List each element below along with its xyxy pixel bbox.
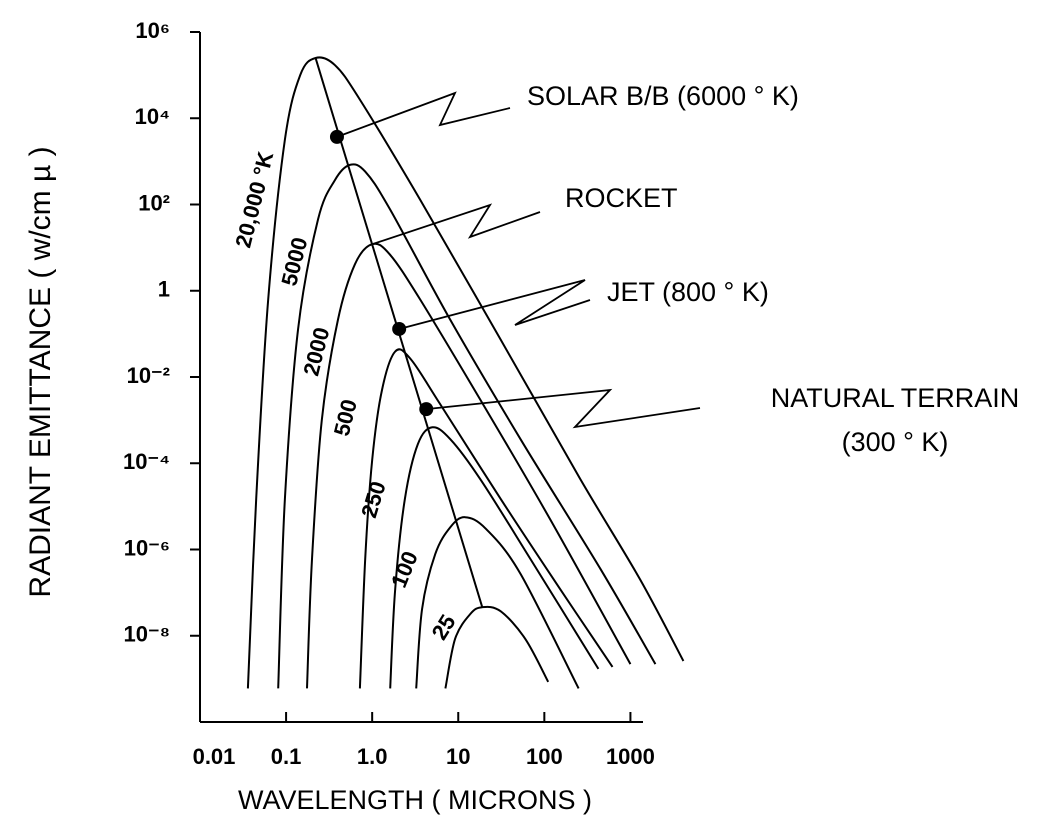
blackbody-curve: [389, 426, 600, 689]
annotation-point: [392, 321, 407, 336]
y-tick-label: 10⁻²: [127, 363, 170, 388]
y-tick-label: 10⁶: [135, 18, 170, 43]
annotation-point: [419, 402, 434, 417]
annotation-label: NATURAL TERRAIN: [771, 383, 1020, 413]
x-tick-label: 0.1: [271, 744, 302, 769]
annotation-label: JET (800 ° K): [607, 277, 769, 307]
y-tick-label: 10⁴: [135, 104, 170, 129]
y-tick-label: 10⁻⁴: [123, 449, 170, 474]
curve-label: 20,000 °K: [230, 149, 278, 250]
y-tick-label: 10⁻⁶: [124, 535, 170, 560]
y-tick-label: 10⁻⁸: [124, 622, 170, 647]
leader-line: [398, 279, 591, 330]
x-tick-label: 0.01: [193, 744, 236, 769]
annotation-label: (300 ° K): [842, 427, 949, 457]
x-tick-label: 100: [526, 744, 563, 769]
annotation-label: SOLAR B/B (6000 ° K): [527, 81, 799, 111]
y-tick-label: 10²: [138, 190, 170, 215]
blackbody-curve: [358, 348, 614, 689]
x-tick-label: 1.0: [357, 744, 388, 769]
leader-line: [426, 388, 701, 429]
curve-label: 500: [329, 397, 362, 439]
leader-line: [336, 91, 511, 138]
annotation-label: ROCKET: [565, 183, 678, 213]
leader-line: [371, 203, 541, 246]
y-axis-title: RADIANT EMITTANCE ( w/cm µ ): [24, 146, 57, 597]
x-tick-label: 1000: [606, 744, 655, 769]
x-axis-title: WAVELENGTH ( MICRONS ): [238, 785, 592, 815]
blackbody-curve: [277, 163, 657, 689]
blackbody-curve: [246, 56, 685, 689]
x-tick-label: 10: [446, 744, 470, 769]
curve-label: 100: [386, 548, 423, 591]
blackbody-curve: [415, 516, 580, 689]
curve-label: 5000: [276, 235, 312, 289]
annotation-point: [329, 129, 344, 144]
curve-label: 250: [356, 478, 391, 520]
blackbody-curve: [444, 605, 550, 689]
y-tick-label: 1: [158, 277, 170, 302]
